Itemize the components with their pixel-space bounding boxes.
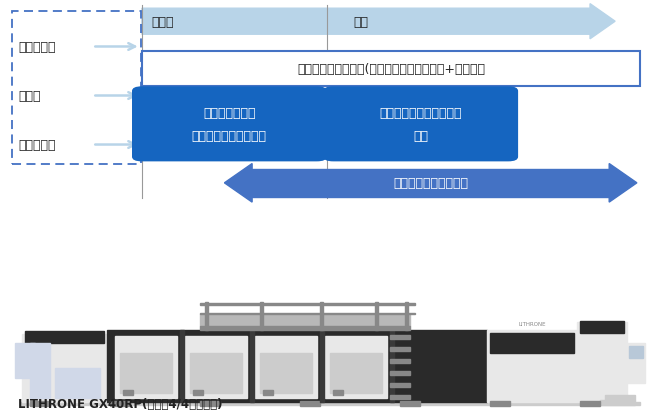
Bar bbox=[390, 371, 410, 375]
Bar bbox=[200, 313, 415, 314]
Bar bbox=[375, 302, 378, 330]
Bar bbox=[490, 401, 510, 406]
Bar bbox=[15, 343, 35, 378]
Bar bbox=[255, 336, 317, 398]
Bar bbox=[577, 322, 627, 402]
Bar bbox=[325, 336, 387, 398]
Bar bbox=[193, 390, 203, 395]
Bar bbox=[123, 390, 133, 395]
Bar bbox=[15, 343, 35, 378]
Bar bbox=[490, 333, 574, 353]
Bar bbox=[110, 401, 130, 406]
Text: LITHRONE GX40RP(菊全判4/4色両面機): LITHRONE GX40RP(菊全判4/4色両面機) bbox=[18, 397, 222, 410]
Bar bbox=[405, 302, 408, 330]
Text: 版交換: 版交換 bbox=[18, 90, 41, 103]
Bar bbox=[263, 390, 273, 395]
Bar bbox=[115, 336, 177, 398]
FancyArrow shape bbox=[142, 5, 615, 40]
Bar bbox=[260, 302, 263, 330]
Bar bbox=[333, 390, 343, 395]
Bar bbox=[30, 343, 50, 398]
Bar bbox=[180, 330, 184, 402]
Text: ブラン洗浄: ブラン洗浄 bbox=[18, 41, 56, 54]
Bar bbox=[120, 353, 172, 393]
Bar bbox=[25, 331, 104, 343]
Bar bbox=[627, 343, 645, 383]
Bar bbox=[390, 395, 410, 399]
Text: ョン: ョン bbox=[413, 129, 428, 142]
Bar bbox=[605, 395, 635, 400]
Bar bbox=[390, 359, 410, 363]
Bar bbox=[200, 314, 410, 326]
Bar bbox=[320, 302, 323, 330]
Bar bbox=[487, 330, 577, 402]
Bar bbox=[577, 322, 627, 402]
Bar bbox=[390, 347, 410, 351]
Bar bbox=[250, 330, 254, 402]
Bar bbox=[107, 330, 487, 402]
Bar bbox=[205, 302, 208, 330]
Bar bbox=[600, 400, 635, 405]
Bar bbox=[388, 332, 412, 402]
Bar bbox=[390, 330, 394, 402]
Bar bbox=[330, 353, 382, 393]
Bar bbox=[20, 402, 640, 405]
Bar bbox=[400, 401, 420, 406]
Bar bbox=[185, 336, 247, 398]
Bar bbox=[580, 321, 624, 333]
Bar bbox=[260, 353, 312, 393]
Bar bbox=[115, 336, 177, 398]
Bar bbox=[190, 353, 242, 393]
Text: インキング: インキング bbox=[18, 139, 56, 152]
Text: 「オートパイロット」: 「オートパイロット」 bbox=[393, 177, 468, 190]
Bar bbox=[300, 401, 320, 406]
Text: 刷出し: 刷出し bbox=[152, 16, 174, 28]
Bar bbox=[390, 335, 410, 339]
Text: LITHRONE: LITHRONE bbox=[518, 321, 546, 326]
Bar bbox=[107, 330, 487, 402]
Bar bbox=[390, 383, 410, 387]
Bar bbox=[55, 368, 100, 398]
Bar bbox=[22, 334, 107, 402]
Bar bbox=[629, 346, 643, 358]
Bar bbox=[580, 401, 600, 406]
Text: 本刷: 本刷 bbox=[354, 16, 369, 28]
Bar bbox=[320, 330, 324, 402]
Bar bbox=[200, 401, 220, 406]
Bar bbox=[325, 336, 387, 398]
Bar bbox=[185, 336, 247, 398]
Text: 「パラレルメイクレデ: 「パラレルメイクレデ bbox=[192, 129, 267, 142]
Bar bbox=[252, 170, 609, 197]
Bar bbox=[200, 303, 415, 305]
FancyBboxPatch shape bbox=[132, 87, 327, 162]
Bar bbox=[22, 334, 107, 402]
FancyBboxPatch shape bbox=[323, 87, 518, 162]
Bar bbox=[200, 326, 410, 330]
Bar bbox=[142, 52, 640, 87]
Bar bbox=[627, 343, 645, 383]
Bar bbox=[30, 401, 50, 406]
Bar bbox=[487, 330, 577, 402]
Text: 見当制御・色調制御(カラーコントロール）+品質検査: 見当制御・色調制御(カラーコントロール）+品質検査 bbox=[297, 63, 485, 76]
Bar bbox=[255, 336, 317, 398]
FancyArrow shape bbox=[224, 164, 252, 203]
Text: ノンストッププロダクシ: ノンストッププロダクシ bbox=[379, 107, 462, 120]
FancyArrow shape bbox=[609, 164, 637, 203]
Text: 準備時間の削減: 準備時間の削減 bbox=[203, 107, 255, 120]
